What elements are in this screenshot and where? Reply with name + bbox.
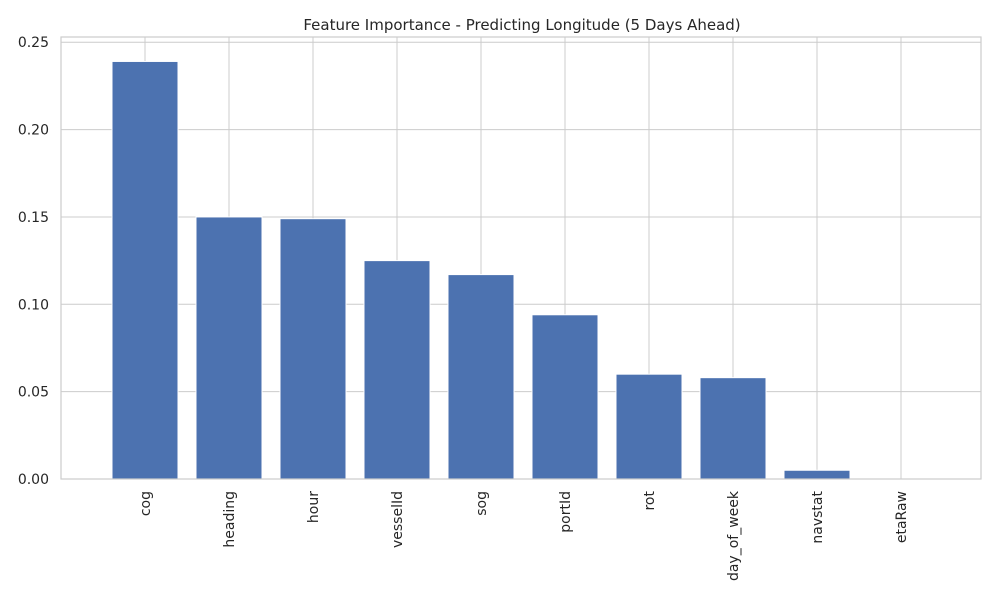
x-tick-label: sog bbox=[474, 491, 490, 516]
bars bbox=[111, 60, 851, 480]
y-axis-ticks: 0.00 0.05 0.10 0.15 0.20 0.25 bbox=[18, 35, 49, 488]
y-tick-label: 0.05 bbox=[18, 385, 49, 401]
x-tick-label: cog bbox=[138, 491, 154, 516]
plot-frame bbox=[60, 36, 982, 480]
bar-cog bbox=[111, 60, 179, 480]
y-tick-label: 0.25 bbox=[18, 35, 49, 51]
bar-rot bbox=[615, 373, 683, 480]
bar-navstat bbox=[783, 469, 851, 480]
bar-hour bbox=[279, 218, 347, 480]
chart-title: Feature Importance - Predicting Longitud… bbox=[303, 16, 740, 34]
y-tick-label: 0.15 bbox=[18, 210, 49, 226]
y-tick-label: 0.20 bbox=[18, 123, 49, 139]
x-tick-label: day_of_week bbox=[726, 490, 742, 581]
x-tick-label: portId bbox=[558, 491, 574, 533]
y-tick-label: 0.10 bbox=[18, 297, 49, 313]
y-tick-label: 0.00 bbox=[18, 472, 49, 488]
x-tick-label: heading bbox=[222, 491, 238, 548]
bar-vesselId bbox=[363, 260, 431, 480]
bar-day_of_week bbox=[699, 377, 767, 480]
x-axis-ticks: cog heading hour vesselId sog portId rot day_of… bbox=[138, 490, 910, 581]
x-tick-label: etaRaw bbox=[894, 491, 910, 543]
x-tick-label: hour bbox=[306, 491, 322, 523]
x-tick-label: vesselId bbox=[390, 491, 406, 548]
x-tick-label: navstat bbox=[810, 490, 826, 543]
bar-portId bbox=[531, 314, 599, 480]
bar-heading bbox=[195, 216, 263, 480]
x-tick-label: rot bbox=[642, 491, 658, 511]
bar-sog bbox=[447, 274, 515, 480]
